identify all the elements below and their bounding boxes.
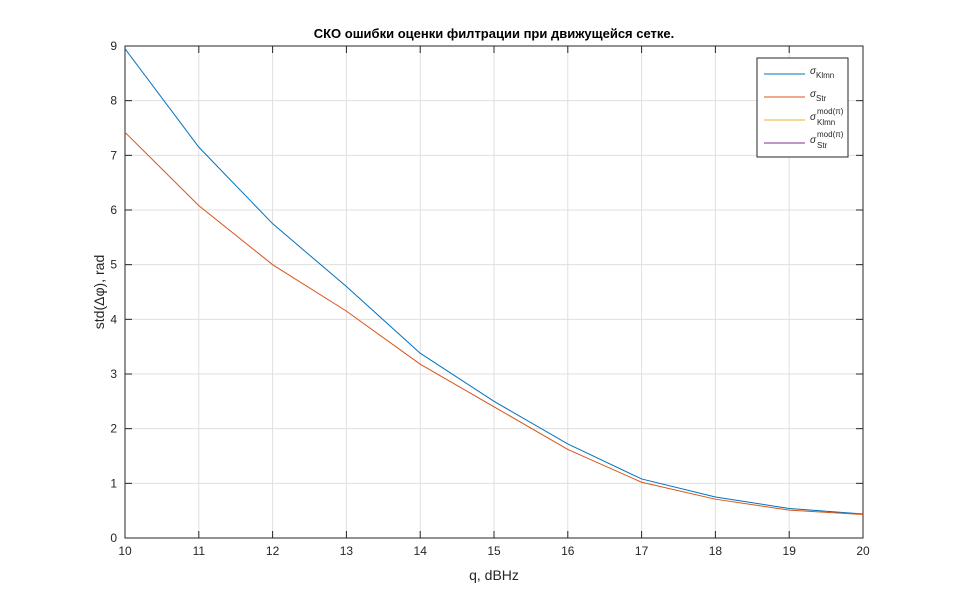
chart-title: СКО ошибки оценки филтрации при движущей… (314, 26, 675, 41)
series-line (124, 132, 864, 515)
y-axis-label: std(Δφ), rad (91, 255, 107, 329)
legend-subscript: Str (817, 141, 828, 150)
y-tick-label: 0 (110, 531, 117, 545)
legend-subscript: Str (816, 94, 827, 103)
x-tick-label: 10 (118, 544, 132, 558)
x-tick-label: 17 (635, 544, 649, 558)
x-tick-label: 14 (414, 544, 428, 558)
x-tick-label: 20 (856, 544, 870, 558)
x-tick-label: 19 (783, 544, 797, 558)
x-axis-label: q, dBHz (469, 567, 519, 583)
y-tick-label: 8 (110, 94, 117, 108)
legend-label: σmod(π) Str (810, 130, 844, 150)
plot-frame (124, 45, 864, 539)
x-tick-label: 16 (561, 544, 575, 558)
y-tick-label: 3 (110, 367, 117, 381)
legend-label: σmod(π) Klmn (810, 107, 844, 127)
y-tick-label: 6 (110, 203, 117, 217)
x-tick-label: 12 (266, 544, 280, 558)
legend-superscript: mod(π) (817, 107, 844, 116)
x-tick-label: 15 (487, 544, 501, 558)
legend-subscript: Klmn (816, 71, 834, 80)
legend-subscript: Klmn (817, 118, 835, 127)
x-tick-label: 11 (193, 544, 206, 558)
legend-name: σ (810, 66, 817, 77)
legend-label: σKlmn (810, 66, 834, 80)
y-tick-label: 2 (110, 422, 117, 436)
legend-label: σStr (810, 89, 827, 103)
legend-name: σ (810, 112, 817, 123)
y-tick-label: 7 (110, 148, 117, 162)
y-tick-label: 9 (110, 39, 117, 53)
y-tick-label: 5 (110, 258, 117, 272)
legend-name: σ (810, 135, 817, 146)
legend-name: σ (810, 89, 817, 100)
y-tick-label: 4 (110, 312, 117, 326)
y-tick-label: 1 (110, 476, 117, 490)
series-line (124, 48, 864, 515)
x-tick-label: 13 (340, 544, 354, 558)
x-tick-label: 18 (709, 544, 723, 558)
legend-superscript: mod(π) (817, 130, 844, 139)
